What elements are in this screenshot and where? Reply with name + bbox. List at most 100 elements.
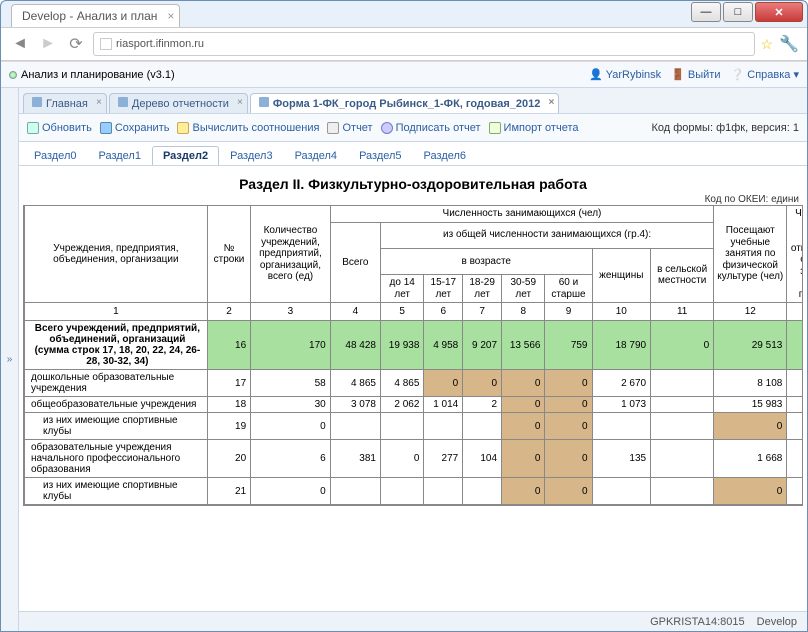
cell[interactable]: [592, 478, 651, 505]
cell[interactable]: [424, 478, 463, 505]
help-link[interactable]: ❔ Справка ▾: [731, 68, 800, 81]
section-tab[interactable]: Раздел6: [413, 146, 477, 165]
cell[interactable]: 1 073: [592, 397, 651, 413]
cell[interactable]: [592, 413, 651, 440]
cell[interactable]: 1 668: [714, 440, 787, 478]
cell[interactable]: 9 207: [463, 321, 502, 370]
cell[interactable]: 0: [251, 478, 331, 505]
cell[interactable]: 19 938: [380, 321, 423, 370]
cell[interactable]: 381: [330, 440, 380, 478]
cell[interactable]: [463, 478, 502, 505]
cell[interactable]: 17: [207, 370, 250, 397]
cell[interactable]: [651, 370, 714, 397]
cell[interactable]: 13 566: [502, 321, 545, 370]
sign-button[interactable]: Подписать отчет: [381, 122, 481, 134]
cell[interactable]: 0: [502, 397, 545, 413]
section-tab[interactable]: Раздел4: [284, 146, 348, 165]
cell[interactable]: 48 428: [330, 321, 380, 370]
table-scroll[interactable]: Учреждения, предприятия, объединения, ор…: [23, 205, 803, 506]
cell[interactable]: 0: [380, 440, 423, 478]
cell[interactable]: [651, 478, 714, 505]
cell[interactable]: 16: [207, 321, 250, 370]
cell[interactable]: [380, 478, 423, 505]
section-tab[interactable]: Раздел2: [152, 146, 219, 165]
close-icon[interactable]: ×: [237, 97, 243, 108]
cell[interactable]: 0: [502, 440, 545, 478]
close-icon[interactable]: ×: [549, 97, 555, 108]
cell[interactable]: 0: [463, 370, 502, 397]
cell[interactable]: 4 865: [380, 370, 423, 397]
cell[interactable]: 104: [463, 440, 502, 478]
cell[interactable]: 15 983: [714, 397, 787, 413]
cell[interactable]: 58: [251, 370, 331, 397]
cell[interactable]: 2 670: [592, 370, 651, 397]
cell[interactable]: 0: [502, 478, 545, 505]
cell[interactable]: 0: [545, 397, 592, 413]
cell[interactable]: 0: [424, 370, 463, 397]
cell[interactable]: [330, 413, 380, 440]
report-button[interactable]: Отчет: [327, 122, 372, 134]
cell[interactable]: [380, 413, 423, 440]
settings-icon[interactable]: 🔧: [779, 34, 799, 54]
cell[interactable]: 2 062: [380, 397, 423, 413]
sidebar-toggle[interactable]: »: [1, 88, 19, 631]
cell[interactable]: [787, 440, 803, 478]
minimize-button[interactable]: —: [691, 2, 721, 22]
forward-button[interactable]: ►: [37, 33, 59, 55]
section-tab[interactable]: Раздел3: [219, 146, 283, 165]
section-tab[interactable]: Раздел0: [23, 146, 87, 165]
section-tab[interactable]: Раздел1: [87, 146, 151, 165]
cell[interactable]: 2: [463, 397, 502, 413]
logout-link[interactable]: 🚪 Выйти: [671, 68, 720, 81]
close-icon[interactable]: ×: [96, 97, 102, 108]
browser-tab[interactable]: Develop - Анализ и план ×: [11, 4, 180, 27]
cell[interactable]: 0: [251, 413, 331, 440]
cell[interactable]: 170: [251, 321, 331, 370]
cell[interactable]: 0: [714, 413, 787, 440]
cell[interactable]: 6: [251, 440, 331, 478]
cell[interactable]: [651, 413, 714, 440]
section-tab[interactable]: Раздел5: [348, 146, 412, 165]
cell[interactable]: [651, 440, 714, 478]
close-button[interactable]: ✕: [755, 2, 803, 22]
cell[interactable]: 20: [207, 440, 250, 478]
cell[interactable]: 30: [251, 397, 331, 413]
import-button[interactable]: Импорт отчета: [489, 122, 579, 134]
cell[interactable]: 1 014: [424, 397, 463, 413]
cell[interactable]: 0: [545, 413, 592, 440]
reload-button[interactable]: ⟳: [65, 33, 87, 55]
cell[interactable]: 0: [545, 440, 592, 478]
refresh-button[interactable]: Обновить: [27, 122, 92, 134]
cell[interactable]: 135: [592, 440, 651, 478]
document-tab[interactable]: Главная×: [23, 93, 107, 113]
cell[interactable]: 0: [502, 413, 545, 440]
cell[interactable]: 21: [207, 478, 250, 505]
cell[interactable]: 0: [545, 478, 592, 505]
back-button[interactable]: ◄: [9, 33, 31, 55]
document-tab[interactable]: Форма 1-ФК_город Рыбинск_1-ФК, годовая_2…: [250, 93, 559, 113]
cell[interactable]: [651, 397, 714, 413]
cell[interactable]: 18: [207, 397, 250, 413]
cell[interactable]: 7: [787, 397, 803, 413]
cell[interactable]: [787, 413, 803, 440]
cell[interactable]: 1 2: [787, 321, 803, 370]
cell[interactable]: 0: [651, 321, 714, 370]
cell[interactable]: 277: [424, 440, 463, 478]
user-link[interactable]: 👤 YarRybinsk: [589, 68, 661, 81]
cell[interactable]: 4 865: [330, 370, 380, 397]
maximize-button[interactable]: □: [723, 2, 753, 22]
cell[interactable]: [787, 478, 803, 505]
cell[interactable]: 29 513: [714, 321, 787, 370]
document-tab[interactable]: Дерево отчетности×: [109, 93, 248, 113]
cell[interactable]: [330, 478, 380, 505]
save-button[interactable]: Сохранить: [100, 122, 170, 134]
cell[interactable]: 0: [545, 370, 592, 397]
cell[interactable]: [424, 413, 463, 440]
cell[interactable]: [463, 413, 502, 440]
cell[interactable]: 19: [207, 413, 250, 440]
close-icon[interactable]: ×: [167, 9, 174, 23]
cell[interactable]: [787, 370, 803, 397]
cell[interactable]: 3 078: [330, 397, 380, 413]
cell[interactable]: 8 108: [714, 370, 787, 397]
cell[interactable]: 0: [502, 370, 545, 397]
